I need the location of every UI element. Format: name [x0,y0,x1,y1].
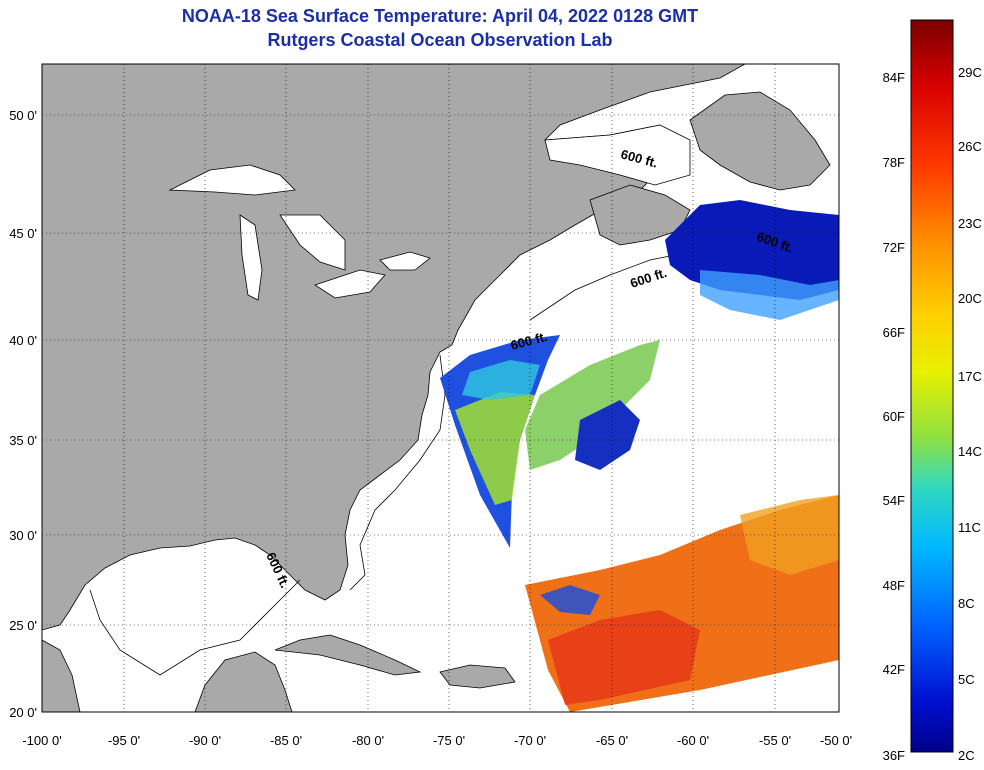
land-mexico [42,639,81,712]
f-label: 48F [883,578,905,593]
lat-label: 25 0' [9,618,37,633]
latitude-labels: 50 0' 45 0' 40 0' 35 0' 30 0' 25 0' 20 0… [9,108,37,720]
great-lakes [168,164,431,301]
f-label: 42F [883,662,905,677]
f-label: 72F [883,240,905,255]
swath-south-yellow [740,495,839,575]
c-label: 14C [958,444,982,459]
celsius-scale: 29C 26C 23C 20C 17C 14C 11C 8C 5C 2C [958,65,982,763]
f-label: 66F [883,325,905,340]
lon-label: -90 0' [189,733,221,748]
swath-north-cyan [462,360,540,400]
swath-south-red [548,610,700,705]
lat-label: 40 0' [9,333,37,348]
gulf-st-lawrence [544,124,691,186]
sst-patch-gulfstream [525,340,660,470]
graticule [42,64,839,712]
sst-patch-blue-mid [575,400,640,470]
lon-label: -75 0' [433,733,465,748]
f-label: 36F [883,748,905,763]
map-subtitle: Rutgers Coastal Ocean Observation Lab [267,30,613,50]
land-yucatan [194,651,293,712]
land-newfoundland [689,91,831,191]
land-hispaniola [439,664,516,689]
lat-label: 45 0' [9,226,37,241]
lon-label: -55 0' [759,733,791,748]
lat-label: 20 0' [9,705,37,720]
c-label: 2C [958,748,975,763]
c-label: 5C [958,672,975,687]
lon-label: -70 0' [514,733,546,748]
c-label: 20C [958,291,982,306]
map-frame [41,63,840,713]
map-title: NOAA-18 Sea Surface Temperature: April 0… [181,6,699,26]
f-label: 78F [883,155,905,170]
lon-label: -50 0' [820,733,852,748]
lon-label: -60 0' [677,733,709,748]
lon-label: -80 0' [352,733,384,748]
c-label: 26C [958,139,982,154]
land-cuba [274,634,422,676]
swath-north-warm [455,392,535,505]
colorbar-gradient [910,19,954,753]
longitude-labels: -100 0' -95 0' -90 0' -85 0' -80 0' -75 … [22,733,852,748]
c-label: 17C [958,369,982,384]
f-label: 84F [883,70,905,85]
lat-label: 50 0' [9,108,37,123]
swath-south-blue [540,585,600,615]
lon-label: -95 0' [108,733,140,748]
temperature-colorbar: 84F 78F 72F 66F 60F 54F 48F 42F 36F 29C … [883,19,982,763]
f-label: 54F [883,493,905,508]
fahrenheit-scale: 84F 78F 72F 66F 60F 54F 48F 42F 36F [883,70,905,763]
c-label: 23C [958,216,982,231]
lon-label: -100 0' [22,733,61,748]
lat-label: 30 0' [9,528,37,543]
lat-label: 35 0' [9,433,37,448]
f-label: 60F [883,409,905,424]
c-label: 8C [958,596,975,611]
c-label: 11C [958,520,981,535]
lon-label: -85 0' [270,733,302,748]
lon-label: -65 0' [596,733,628,748]
c-label: 29C [958,65,982,80]
sst-cold-cyan-ne [700,270,839,320]
